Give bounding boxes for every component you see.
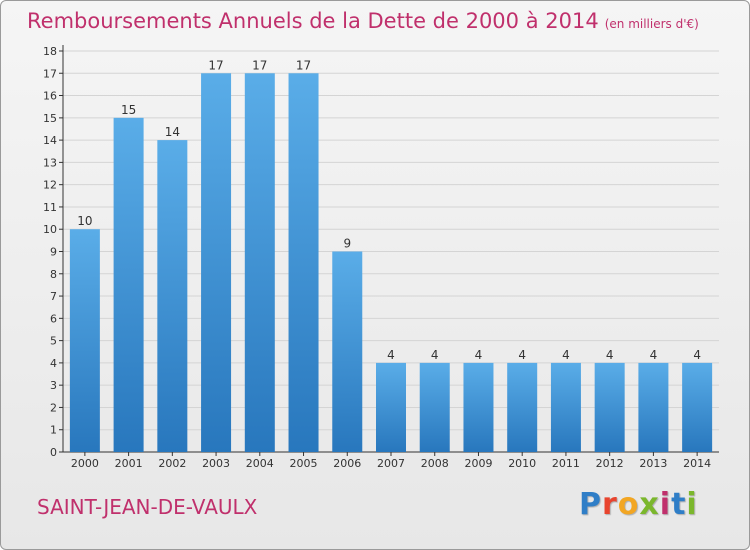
- data-label: 15: [121, 103, 136, 117]
- data-label: 17: [296, 58, 311, 72]
- y-tick-label: 0: [50, 446, 57, 459]
- data-label: 9: [343, 237, 351, 251]
- x-tick-label: 2013: [639, 457, 667, 470]
- chart-title-text: Remboursements Annuels de la Dette de 20…: [27, 9, 599, 33]
- x-tick-label: 2010: [508, 457, 536, 470]
- data-label: 4: [518, 348, 526, 362]
- y-tick-label: 7: [50, 290, 57, 303]
- logo-letter: t: [671, 487, 687, 522]
- y-tick-label: 11: [43, 201, 57, 214]
- x-tick-label: 2000: [71, 457, 99, 470]
- bar-2013: [638, 362, 669, 452]
- logo-letter: o: [617, 487, 640, 522]
- logo-letter: i: [659, 487, 672, 522]
- y-tick-label: 12: [43, 179, 57, 192]
- x-tick-label: 2004: [246, 457, 274, 470]
- data-label: 17: [208, 58, 223, 72]
- y-tick-label: 1: [50, 424, 57, 437]
- data-label: 4: [562, 348, 570, 362]
- x-tick-label: 2002: [158, 457, 186, 470]
- logo-letter: i: [686, 487, 698, 522]
- data-label: 10: [77, 214, 92, 228]
- bar-2007: [376, 362, 406, 452]
- proxiti-logo: Proxiti: [579, 487, 698, 522]
- y-tick-label: 4: [50, 357, 57, 370]
- y-tick-label: 3: [50, 379, 57, 392]
- bar-2008: [419, 362, 450, 452]
- y-tick-label: 14: [43, 134, 57, 147]
- chart-unit: (en milliers d'€): [604, 17, 699, 31]
- x-tick-label: 2008: [421, 457, 449, 470]
- chart-title: Remboursements Annuels de la Dette de 20…: [27, 9, 699, 33]
- data-label: 14: [165, 125, 180, 139]
- x-tick-label: 2005: [290, 457, 318, 470]
- x-tick-label: 2014: [683, 457, 711, 470]
- data-label: 4: [606, 348, 614, 362]
- x-tick-label: 2003: [202, 457, 230, 470]
- bar-2003: [201, 73, 232, 453]
- logo-letter: r: [602, 487, 618, 522]
- y-tick-label: 5: [50, 335, 57, 348]
- x-tick-label: 2007: [377, 457, 405, 470]
- data-label: 4: [693, 348, 701, 362]
- y-tick-label: 18: [43, 45, 57, 58]
- y-tick-label: 15: [43, 112, 57, 125]
- bar-2011: [550, 362, 581, 452]
- y-tick-label: 2: [50, 401, 57, 414]
- x-tick-label: 2006: [333, 457, 361, 470]
- data-label: 4: [475, 348, 483, 362]
- y-tick-label: 9: [50, 246, 57, 259]
- bar-2001: [113, 117, 144, 452]
- y-tick-label: 8: [50, 268, 57, 281]
- y-tick-label: 16: [43, 90, 57, 103]
- bars: [69, 73, 713, 453]
- y-tick-label: 6: [50, 312, 57, 325]
- logo-letter: P: [579, 487, 602, 522]
- x-tick-label: 2009: [464, 457, 492, 470]
- bar-2000: [69, 229, 100, 452]
- bar-2009: [463, 362, 494, 452]
- bar-2002: [157, 140, 188, 452]
- x-tick-label: 2012: [596, 457, 624, 470]
- bar-2012: [594, 362, 625, 452]
- x-tick-label: 2001: [115, 457, 143, 470]
- y-tick-label: 17: [43, 67, 57, 80]
- bar-2005: [288, 73, 319, 453]
- y-tick-label: 13: [43, 156, 57, 169]
- x-tick-label: 2011: [552, 457, 580, 470]
- data-label: 4: [650, 348, 658, 362]
- y-tick-label: 10: [43, 223, 57, 236]
- data-label: 4: [387, 348, 395, 362]
- commune-name: SAINT-JEAN-DE-VAULX: [37, 495, 258, 519]
- bar-2010: [507, 362, 538, 452]
- data-label: 4: [431, 348, 439, 362]
- data-label: 17: [252, 58, 267, 72]
- bar-2004: [244, 73, 275, 453]
- labels: 0123456789101112131415161718102000152001…: [43, 45, 711, 470]
- bar-2014: [682, 362, 713, 452]
- logo-letter: x: [639, 487, 660, 522]
- bar-2006: [332, 251, 363, 452]
